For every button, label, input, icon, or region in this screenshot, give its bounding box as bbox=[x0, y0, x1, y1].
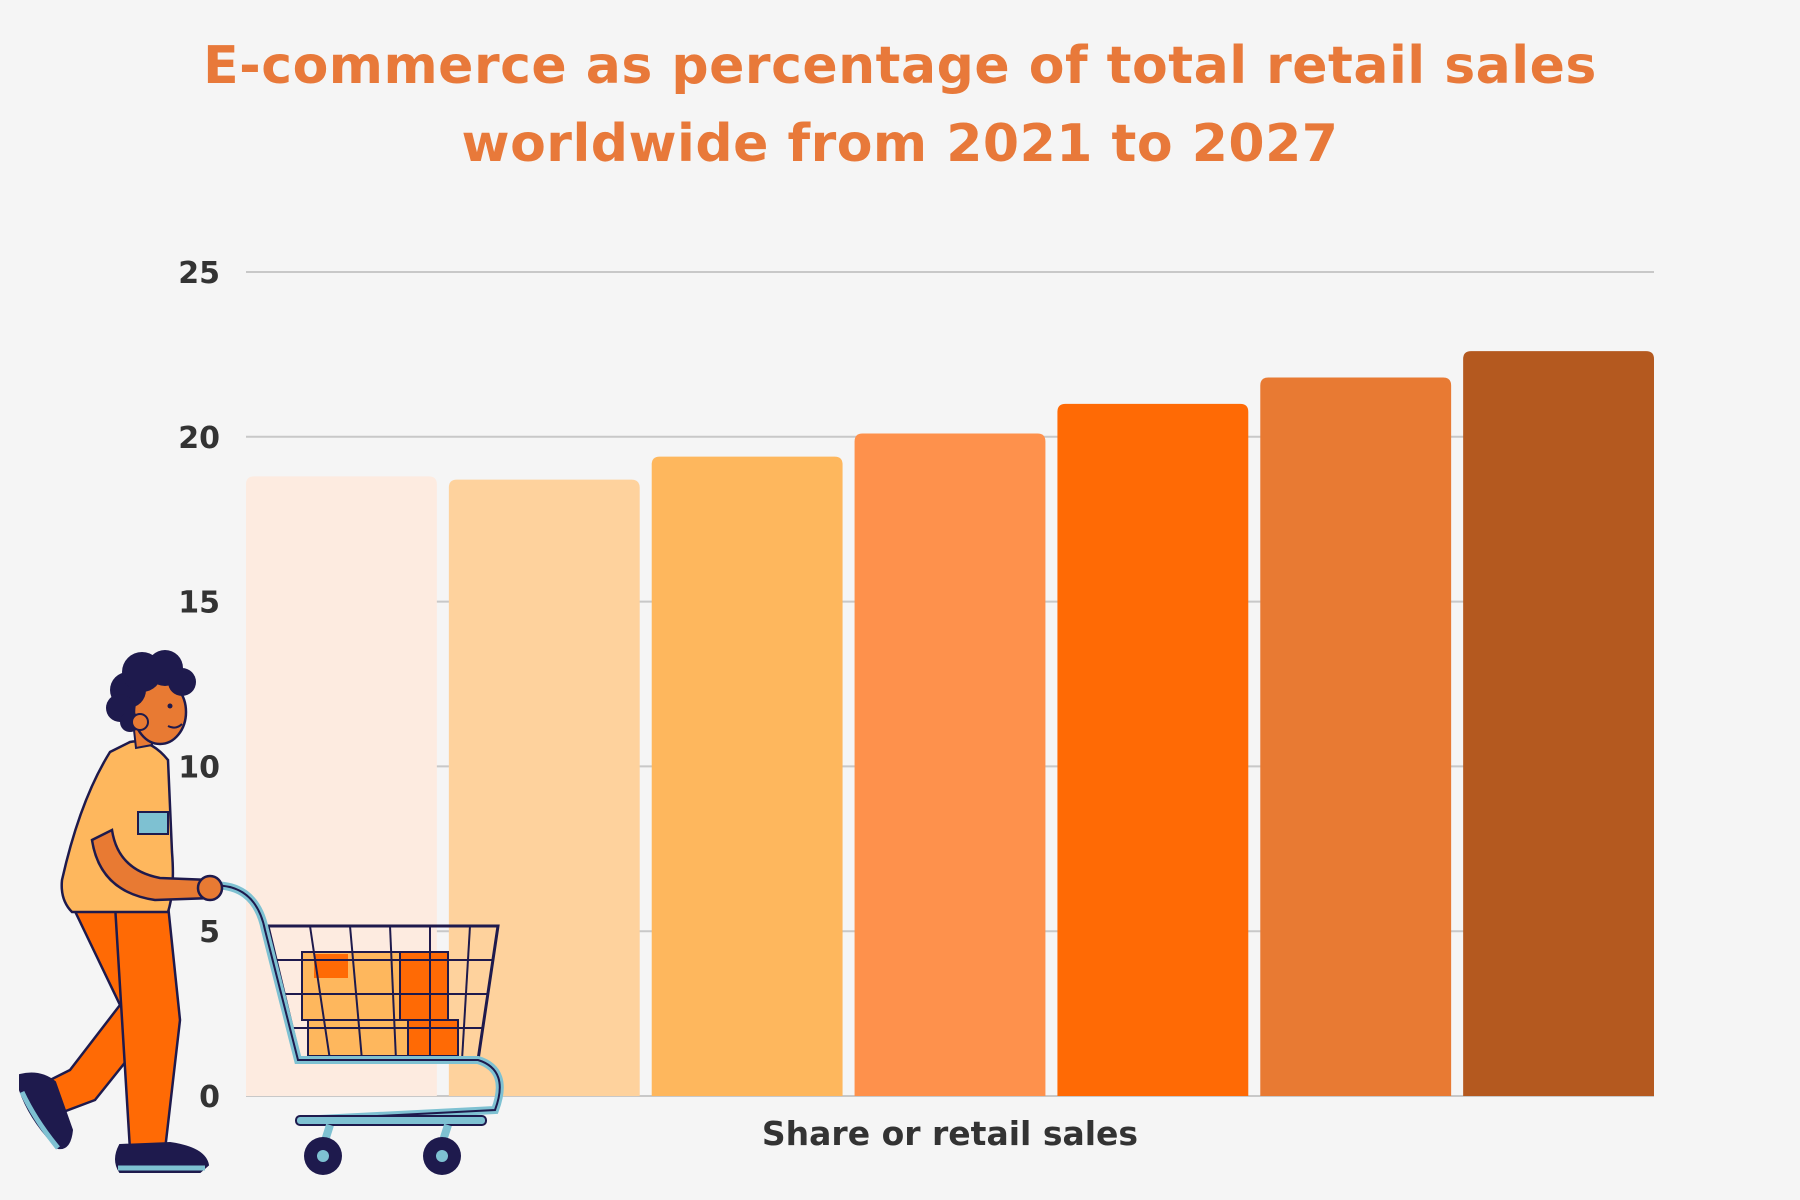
chart-title-line-1: E-commerce as percentage of total retail… bbox=[203, 36, 1597, 96]
y-tick-label: 0 bbox=[199, 1080, 220, 1115]
y-axis-tick-labels: 0 5 10 15 20 25 bbox=[178, 256, 220, 1115]
y-tick-label: 5 bbox=[199, 915, 220, 950]
x-axis-title: Share or retail sales bbox=[762, 1114, 1138, 1153]
y-tick-label: 25 bbox=[178, 256, 220, 291]
bar bbox=[246, 476, 437, 1096]
bar bbox=[854, 433, 1046, 1096]
y-tick-label: 15 bbox=[178, 586, 220, 621]
bar bbox=[1463, 351, 1654, 1096]
bars bbox=[246, 351, 1654, 1097]
chart-title-line-2: worldwide from 2021 to 2027 bbox=[461, 114, 1339, 174]
bar bbox=[1057, 403, 1249, 1097]
bar bbox=[448, 479, 640, 1096]
y-tick-label: 20 bbox=[178, 421, 220, 456]
bar bbox=[651, 456, 843, 1096]
y-tick-label: 10 bbox=[178, 750, 220, 785]
bar bbox=[1260, 377, 1452, 1096]
